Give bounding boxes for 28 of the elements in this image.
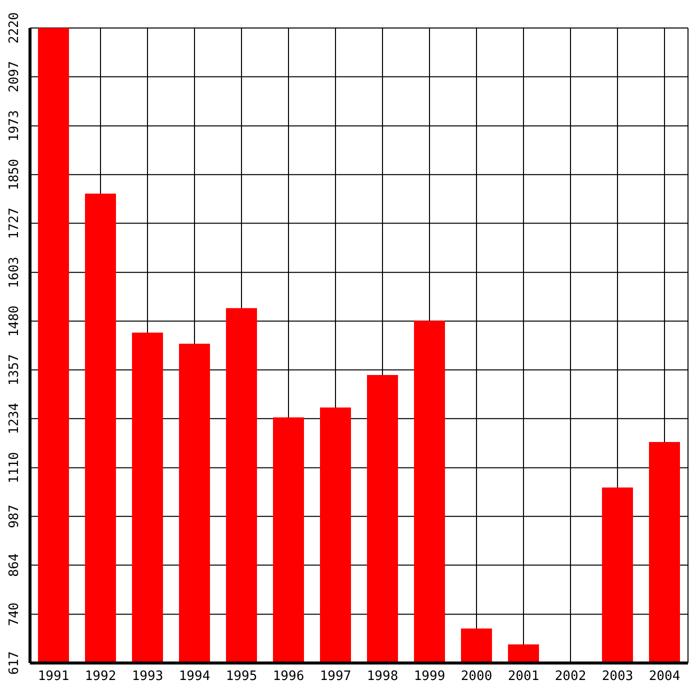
y-tick-label: 1850 (7, 158, 22, 190)
x-tick-label: 1999 (414, 669, 446, 684)
y-tick-label: 2220 (7, 12, 22, 44)
x-tick-label: 1992 (84, 669, 116, 684)
x-tick-label: 2002 (554, 669, 586, 684)
y-tick-label: 1727 (7, 208, 22, 239)
y-tick-label: 1234 (7, 402, 22, 434)
y-tick-label: 864 (7, 553, 22, 577)
x-tick-label: 2000 (460, 669, 492, 684)
x-tick-label: 2003 (602, 669, 634, 684)
x-tick-label: 1991 (38, 669, 70, 684)
y-tick-label: 1603 (7, 256, 22, 288)
x-tick-label: 1998 (366, 669, 398, 684)
y-tick-label: 1110 (7, 452, 22, 484)
y-tick-label: 1357 (7, 354, 22, 386)
x-tick-label: 2001 (508, 669, 540, 684)
x-tick-label: 1994 (178, 669, 210, 684)
y-tick-label: 740 (7, 602, 22, 626)
x-tick-label: 1993 (132, 669, 164, 684)
x-tick-label: 1995 (226, 669, 258, 684)
y-tick-label: 987 (7, 504, 22, 528)
x-tick-label: 1997 (320, 669, 352, 684)
y-tick-label: 1973 (7, 110, 22, 142)
y-tick-label: 1480 (7, 305, 22, 337)
x-tick-label: 2004 (648, 669, 680, 684)
x-tick-label: 1996 (272, 669, 304, 684)
y-tick-label: 617 (7, 651, 22, 675)
y-tick-label: 2097 (7, 61, 22, 92)
